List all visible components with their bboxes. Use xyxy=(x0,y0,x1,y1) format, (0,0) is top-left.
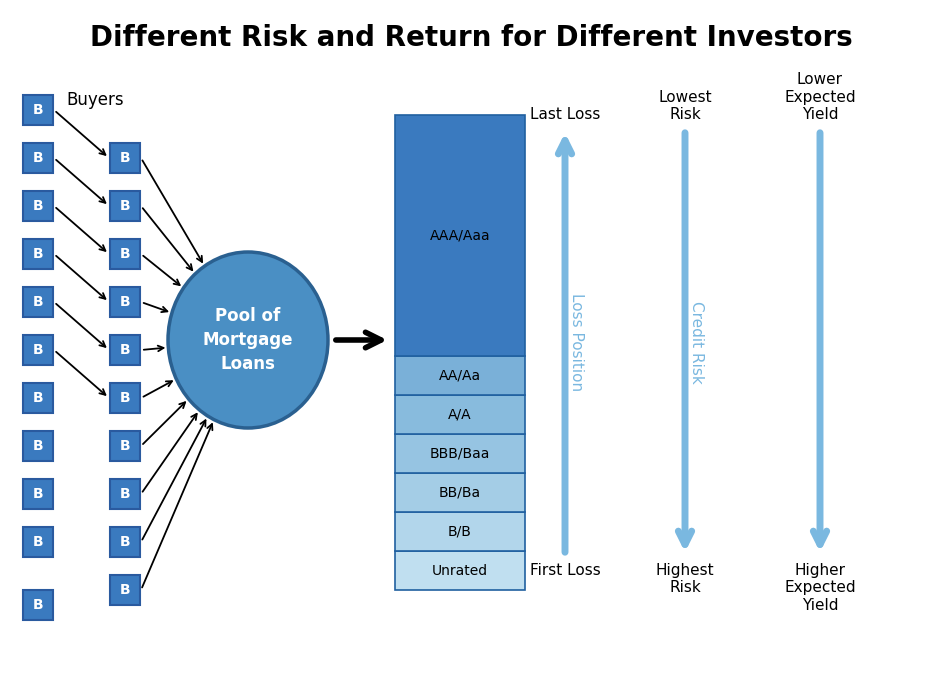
Text: B: B xyxy=(120,343,130,357)
Text: BBB/Baa: BBB/Baa xyxy=(430,447,490,461)
FancyBboxPatch shape xyxy=(110,527,140,557)
Text: Lower
Expected
Yield: Lower Expected Yield xyxy=(784,72,856,122)
Text: Last Loss: Last Loss xyxy=(529,107,600,122)
Text: B: B xyxy=(33,295,43,309)
Text: B: B xyxy=(120,247,130,261)
FancyBboxPatch shape xyxy=(23,95,53,125)
Text: Higher
Expected
Yield: Higher Expected Yield xyxy=(784,563,856,612)
Text: B: B xyxy=(33,199,43,213)
Text: Buyers: Buyers xyxy=(66,91,123,109)
FancyBboxPatch shape xyxy=(110,191,140,221)
Text: Loss Position: Loss Position xyxy=(570,294,584,392)
FancyBboxPatch shape xyxy=(110,479,140,509)
Text: B: B xyxy=(120,439,130,453)
Text: B: B xyxy=(33,343,43,357)
Text: B: B xyxy=(120,583,130,597)
Ellipse shape xyxy=(168,252,328,428)
FancyBboxPatch shape xyxy=(110,239,140,269)
Text: B/B: B/B xyxy=(448,525,472,539)
Bar xyxy=(395,434,525,473)
Text: A/A: A/A xyxy=(448,408,472,422)
Bar xyxy=(395,473,525,512)
Text: B: B xyxy=(120,151,130,165)
FancyBboxPatch shape xyxy=(23,191,53,221)
Bar xyxy=(395,115,525,356)
Text: B: B xyxy=(33,439,43,453)
Text: B: B xyxy=(33,598,43,612)
FancyBboxPatch shape xyxy=(23,143,53,173)
Text: First Loss: First Loss xyxy=(529,563,600,578)
Text: B: B xyxy=(33,535,43,549)
Text: Lowest
Risk: Lowest Risk xyxy=(658,90,712,122)
FancyBboxPatch shape xyxy=(23,431,53,461)
Text: B: B xyxy=(120,199,130,213)
FancyBboxPatch shape xyxy=(110,431,140,461)
FancyBboxPatch shape xyxy=(23,590,53,620)
Text: B: B xyxy=(33,151,43,165)
Text: Different Risk and Return for Different Investors: Different Risk and Return for Different … xyxy=(89,24,853,52)
Text: AAA/Aaa: AAA/Aaa xyxy=(430,228,491,243)
Text: B: B xyxy=(120,487,130,501)
Text: B: B xyxy=(33,247,43,261)
FancyBboxPatch shape xyxy=(110,383,140,413)
Bar xyxy=(395,512,525,551)
Text: Highest
Risk: Highest Risk xyxy=(656,563,714,595)
FancyBboxPatch shape xyxy=(23,287,53,317)
Text: B: B xyxy=(33,391,43,405)
Text: Credit Risk: Credit Risk xyxy=(690,301,705,384)
FancyBboxPatch shape xyxy=(110,575,140,605)
Text: Pool of
Mortgage
Loans: Pool of Mortgage Loans xyxy=(203,308,293,372)
FancyBboxPatch shape xyxy=(23,527,53,557)
FancyBboxPatch shape xyxy=(110,335,140,365)
Text: B: B xyxy=(33,487,43,501)
FancyBboxPatch shape xyxy=(23,335,53,365)
FancyBboxPatch shape xyxy=(23,239,53,269)
Text: B: B xyxy=(120,295,130,309)
Text: AA/Aa: AA/Aa xyxy=(439,369,481,383)
FancyBboxPatch shape xyxy=(110,143,140,173)
Bar xyxy=(395,551,525,590)
FancyBboxPatch shape xyxy=(23,383,53,413)
Text: B: B xyxy=(33,103,43,117)
FancyBboxPatch shape xyxy=(110,287,140,317)
Text: Unrated: Unrated xyxy=(432,564,488,578)
Text: B: B xyxy=(120,535,130,549)
FancyBboxPatch shape xyxy=(23,479,53,509)
Text: BB/Ba: BB/Ba xyxy=(439,486,481,500)
Bar xyxy=(395,395,525,434)
Bar xyxy=(395,356,525,395)
Text: B: B xyxy=(120,391,130,405)
